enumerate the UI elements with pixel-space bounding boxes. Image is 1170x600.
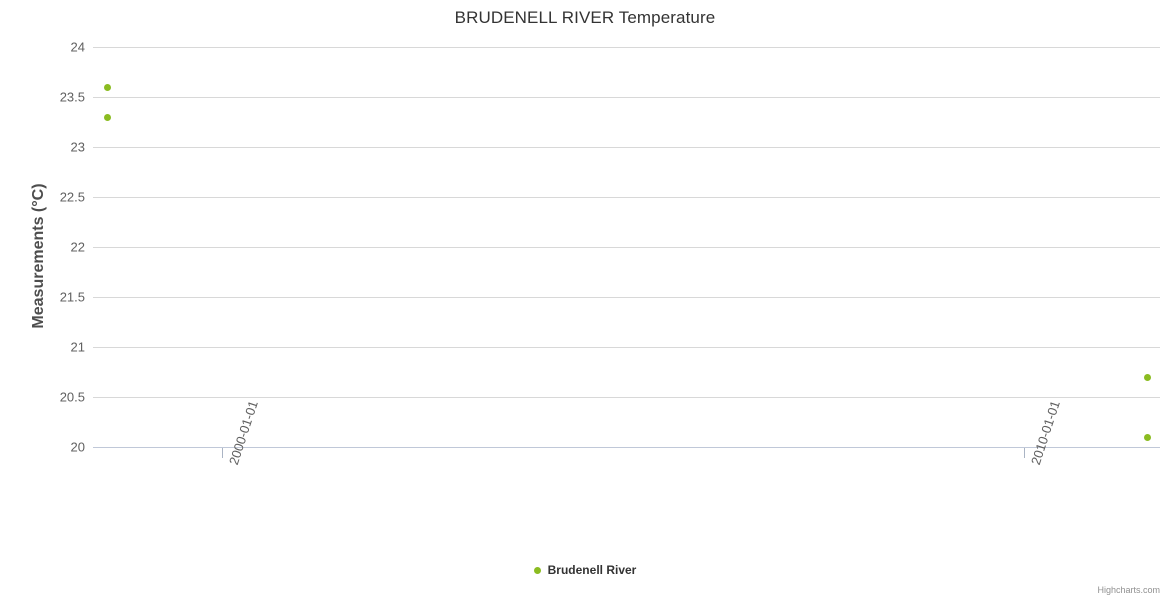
gridline <box>93 47 1160 48</box>
y-axis-tick-label: 23 <box>70 139 85 155</box>
plot-area <box>93 47 1160 448</box>
data-point[interactable] <box>103 113 111 121</box>
gridline <box>93 197 1160 198</box>
gridline <box>93 347 1160 348</box>
data-point[interactable] <box>103 83 111 91</box>
data-point[interactable] <box>1143 373 1151 381</box>
x-axis-line <box>93 447 1160 448</box>
chart-title: BRUDENELL RIVER Temperature <box>454 8 716 27</box>
highcharts-credits-link[interactable]: Highcharts.com <box>1097 585 1160 595</box>
y-axis-tick-label: 21 <box>70 339 85 355</box>
gridline <box>93 147 1160 148</box>
y-axis-tick-label: 22 <box>70 239 85 255</box>
x-axis-tick-mark <box>1024 448 1025 458</box>
y-axis-tick-labels: 24 23.5 23 22.5 22 21.5 21 20.5 20 <box>0 0 85 600</box>
legend-item-brudenell-river[interactable]: Brudenell River <box>533 563 637 577</box>
legend-item-label: Brudenell River <box>547 563 637 577</box>
x-axis-tick-mark <box>222 448 223 458</box>
chart-legend: Brudenell River <box>0 563 1170 577</box>
gridline <box>93 397 1160 398</box>
y-axis-tick-label: 22.5 <box>59 189 85 205</box>
y-axis-tick-label: 24 <box>70 39 85 55</box>
data-point[interactable] <box>1143 433 1151 441</box>
gridline <box>93 247 1160 248</box>
gridline <box>93 97 1160 98</box>
gridline <box>93 297 1160 298</box>
legend-marker-circle-icon <box>533 566 541 574</box>
y-axis-tick-label: 23.5 <box>59 89 85 105</box>
y-axis-tick-label: 20 <box>70 439 85 455</box>
y-axis-tick-label: 20.5 <box>59 389 85 405</box>
y-axis-tick-label: 21.5 <box>59 289 85 305</box>
